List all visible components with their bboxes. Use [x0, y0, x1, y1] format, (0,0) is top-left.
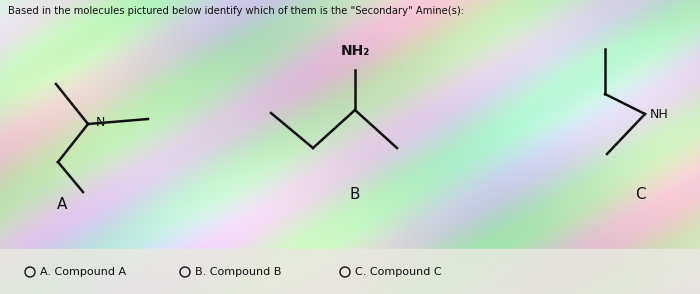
- Text: NH₂: NH₂: [340, 44, 370, 58]
- Text: B. Compound B: B. Compound B: [195, 267, 281, 277]
- Bar: [0, 249, 700, 294]
- Text: A: A: [57, 197, 67, 212]
- Text: Based in the molecules pictured below identify which of them is the "Secondary" : Based in the molecules pictured below id…: [8, 6, 464, 16]
- Text: NH: NH: [650, 108, 668, 121]
- Text: N: N: [96, 116, 106, 128]
- Text: B: B: [350, 187, 360, 202]
- Text: C: C: [635, 187, 645, 202]
- Text: C. Compound C: C. Compound C: [355, 267, 442, 277]
- Text: A. Compound A: A. Compound A: [40, 267, 126, 277]
